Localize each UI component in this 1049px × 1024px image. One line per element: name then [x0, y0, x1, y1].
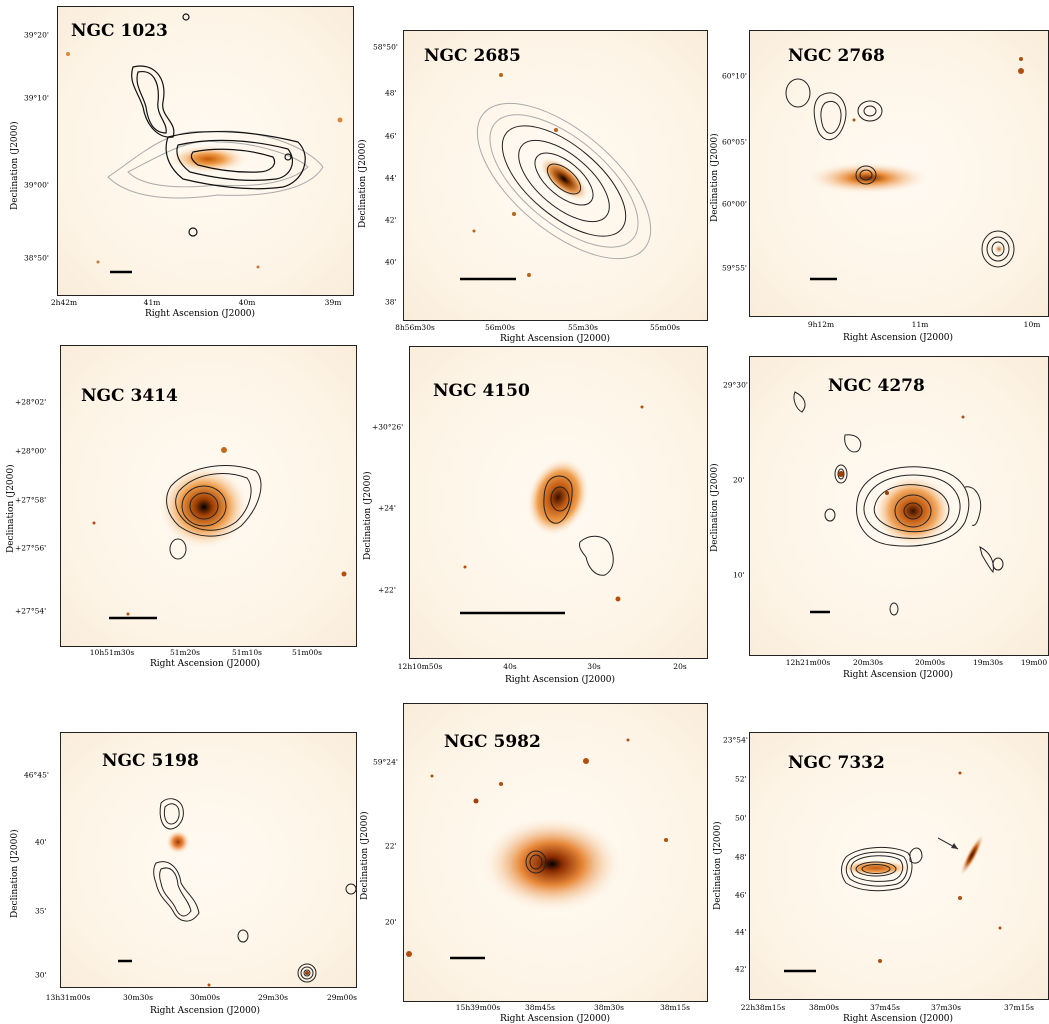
x-axis-label: Right Ascension (J2000)	[149, 1006, 261, 1016]
ngc2768-optical-image	[785, 57, 1024, 281]
ngc5198-optical-image	[118, 798, 356, 987]
y-axis-label: Declination (J2000)	[6, 464, 16, 553]
x-axis-label: Right Ascension (J2000)	[842, 670, 954, 680]
galaxy-name: NGC 4278	[828, 376, 925, 396]
galaxy-name: NGC 3414	[81, 386, 178, 406]
y-axis-label: Declination (J2000)	[363, 471, 373, 560]
x-axis-label: Right Ascension (J2000)	[499, 334, 611, 344]
y-axis-label: Declination (J2000)	[713, 821, 723, 910]
galaxy-name: NGC 1023	[71, 21, 168, 41]
ngc4278-optical-image	[793, 391, 1004, 616]
ngc5982-optical-image	[406, 738, 668, 960]
galaxy-name: NGC 7332	[788, 753, 885, 773]
y-axis-label: Declination (J2000)	[710, 463, 720, 552]
galaxy-name: NGC 4150	[433, 381, 530, 401]
image-frame	[403, 30, 708, 321]
x-axis-label: Right Ascension (J2000)	[504, 675, 616, 685]
x-axis-label: Right Ascension (J2000)	[144, 309, 256, 319]
x-axis-label: Right Ascension (J2000)	[499, 1014, 611, 1024]
y-axis-label: Declination (J2000)	[360, 811, 370, 900]
image-frame	[749, 30, 1049, 317]
image-frame	[749, 356, 1049, 656]
y-axis-label: Declination (J2000)	[10, 121, 20, 210]
y-axis-label: Declination (J2000)	[358, 139, 368, 228]
image-frame	[60, 345, 357, 647]
galaxy-name: NGC 2685	[424, 46, 521, 66]
ngc4150-optical-image	[460, 405, 644, 615]
x-axis-label: Right Ascension (J2000)	[149, 659, 261, 669]
x-axis-label: Right Ascension (J2000)	[842, 1014, 954, 1024]
galaxy-name: NGC 2768	[788, 46, 885, 66]
image-frame	[403, 703, 708, 1002]
ngc3414-optical-image	[92, 447, 347, 620]
ngc2685-optical-image	[460, 73, 652, 281]
image-frame	[60, 732, 357, 988]
galaxy-name: NGC 5198	[102, 751, 199, 771]
y-axis-label: Declination (J2000)	[10, 829, 20, 918]
image-frame	[409, 346, 708, 659]
ngc1023-optical-image	[66, 13, 343, 274]
image-frame	[57, 6, 354, 296]
x-axis-label: Right Ascension (J2000)	[842, 333, 954, 343]
galaxy-name: NGC 5982	[444, 732, 541, 752]
ngc7332-optical-image	[784, 771, 1002, 973]
y-axis-label: Declination (J2000)	[710, 133, 720, 222]
